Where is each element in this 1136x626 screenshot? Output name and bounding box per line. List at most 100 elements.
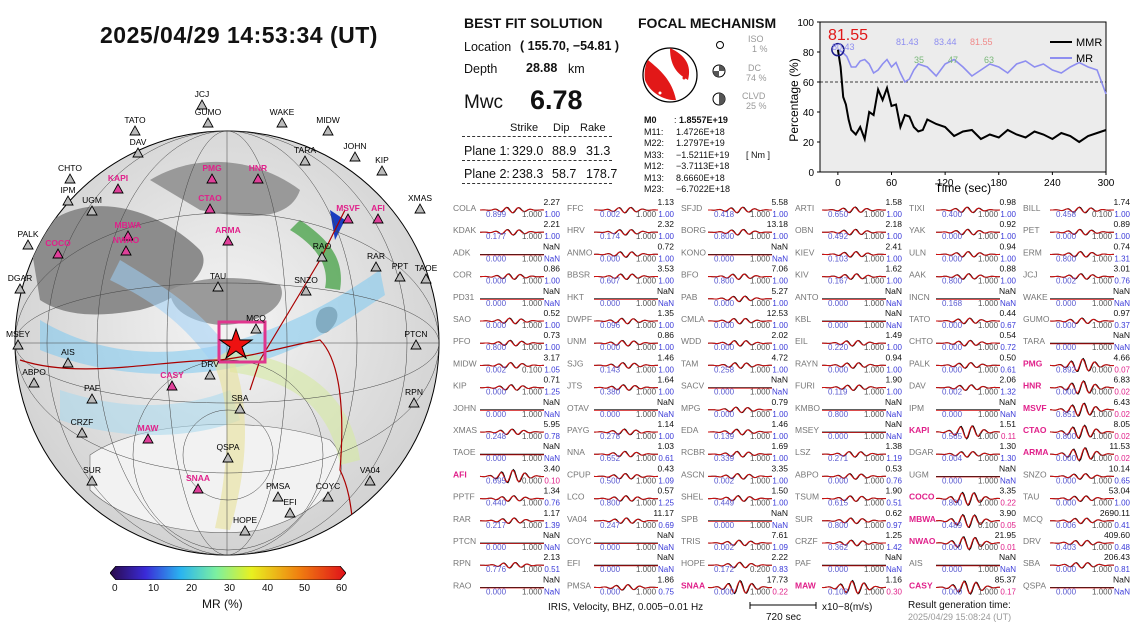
station-cell-ais: AIS NaN 0.000 1.000 NaN	[909, 552, 1016, 574]
station-name: CHTO	[909, 336, 933, 346]
station-amplitude: NaN	[657, 397, 674, 407]
station-cell-rcbr: RCBR 1.69 0.339 1.000 1.00	[681, 441, 789, 463]
station-vr: NaN	[658, 410, 674, 419]
map-station-label: RAR	[367, 251, 385, 261]
station-vr: 0.02	[1114, 454, 1130, 463]
station-name: HOPE	[681, 558, 705, 568]
map-station-label: MCQ	[246, 313, 266, 323]
station-amplitude: NaN	[1113, 286, 1130, 296]
station-cell-kbl: KBL NaN 0.000 1.000 NaN	[795, 308, 902, 330]
station-amplitude: 2690.11	[1100, 508, 1130, 518]
station-amplitude: 11.53	[1109, 441, 1130, 451]
station-vr: 0.02	[1114, 388, 1130, 397]
station-name: KIP	[453, 381, 467, 391]
station-shift: 0.800	[828, 521, 849, 530]
station-shift: 0.000	[486, 277, 507, 286]
station-cell-bill: BILL 1.74 0.458 0.100 1.00	[1023, 197, 1131, 219]
station-name: HNR	[1023, 381, 1041, 391]
station-cell-aak: AAK 0.88 0.800 1.000 1.00	[909, 264, 1017, 286]
map-station-label: JOHN	[343, 141, 366, 151]
station-amplitude: 0.73	[543, 330, 560, 340]
station-name: MIDW	[453, 358, 477, 368]
station-amplitude: 0.54	[999, 330, 1016, 340]
station-amplitude: 7.06	[771, 264, 788, 274]
station-name: TATO	[909, 314, 931, 324]
station-vr: 0.83	[772, 565, 788, 574]
synthetic-trace	[593, 428, 658, 436]
station-shift: 0.800	[714, 277, 735, 286]
station-vr: NaN	[1114, 587, 1130, 596]
station-shift: 0.851	[1056, 410, 1077, 419]
station-weight: 1.000	[522, 343, 543, 352]
station-cell-john: JOHN NaN 0.000 1.000 NaN	[453, 397, 560, 419]
station-weight: 1.000	[636, 388, 657, 397]
map-station-label: MBWA	[115, 220, 142, 230]
station-amplitude: NaN	[999, 286, 1016, 296]
station-weight: 0.000	[978, 543, 999, 552]
station-weight: 1.000	[1092, 343, 1113, 352]
station-cell-drv: DRV 409.60 0.403 1.000 0.48	[1023, 530, 1131, 552]
station-weight: 1.000	[522, 454, 543, 463]
station-amplitude: 1.62	[885, 264, 902, 274]
map-station-label: TARA	[294, 145, 316, 155]
station-shift: 0.403	[1056, 543, 1077, 552]
map-station-label: MSEY	[6, 329, 30, 339]
x-tick-label: 60	[886, 178, 898, 189]
station-shift: 0.776	[486, 565, 507, 574]
station-marker-icon	[204, 203, 216, 214]
mr-colorbar	[110, 566, 346, 580]
station-name: RAO	[453, 580, 472, 590]
station-shift: 0.449	[714, 499, 735, 508]
station-marker-icon	[250, 323, 262, 334]
station-amplitude: 206.43	[1104, 552, 1130, 562]
moment-tensor-table: M0: 1.8557E+19 M11: 1.4726E+18 M22: 1.2797…	[644, 115, 744, 196]
station-vr: 0.97	[886, 521, 902, 530]
station-amplitude: 5.27	[771, 286, 788, 296]
y-tick-label: 100	[797, 18, 814, 29]
synthetic-trace	[480, 317, 544, 325]
synthetic-trace	[479, 362, 544, 369]
mw-value: 6.78	[530, 85, 583, 115]
dip-header: Dip	[553, 122, 570, 134]
station-weight: 0.100	[522, 365, 543, 374]
station-amplitude: 2.41	[885, 241, 902, 251]
station-shift: 0.440	[486, 499, 507, 508]
station-marker-icon	[234, 403, 246, 414]
station-name: HKT	[567, 292, 584, 302]
station-weight: 0.000	[522, 476, 543, 485]
station-weight: 1.000	[750, 521, 771, 530]
station-name: SBA	[1023, 558, 1040, 568]
synthetic-trace	[593, 251, 659, 258]
station-vr: 1.00	[658, 232, 674, 241]
station-name: KIV	[795, 270, 809, 280]
station-amplitude: 1.25	[885, 530, 902, 540]
station-weight: 1.000	[522, 499, 543, 508]
station-weight: 1.000	[636, 565, 657, 574]
station-vr: 1.00	[772, 432, 788, 441]
synthetic-trace	[593, 450, 658, 458]
annot-top-2: 83.44	[934, 37, 957, 47]
synthetic-trace	[821, 384, 886, 391]
station-vr: NaN	[886, 299, 902, 308]
station-amplitude: 4.66	[1113, 352, 1130, 362]
station-name: DWPF	[567, 314, 592, 324]
station-vr: NaN	[772, 521, 788, 530]
x-tick-label: 300	[1098, 178, 1115, 189]
station-name: PET	[1023, 225, 1040, 235]
station-name: ARMA	[1023, 447, 1049, 457]
station-cell-ffc: FFC 1.13 0.002 1.000 1.00	[567, 197, 675, 219]
station-amplitude: 1.86	[657, 574, 674, 584]
station-amplitude: 5.58	[771, 197, 788, 207]
map-station-label: PMG	[202, 163, 222, 173]
station-vr: 1.00	[772, 410, 788, 419]
station-amplitude: NaN	[543, 574, 560, 584]
synthetic-trace	[822, 473, 887, 480]
station-marker-icon	[52, 248, 64, 259]
station-shift: 0.000	[714, 254, 735, 263]
station-amplitude: 1.30	[999, 441, 1016, 451]
station-weight: 1.000	[1092, 543, 1113, 552]
station-name: CMLA	[681, 314, 705, 324]
synthetic-trace	[480, 562, 544, 569]
synthetic-trace	[821, 340, 886, 347]
station-amplitude: 1.90	[885, 486, 902, 496]
